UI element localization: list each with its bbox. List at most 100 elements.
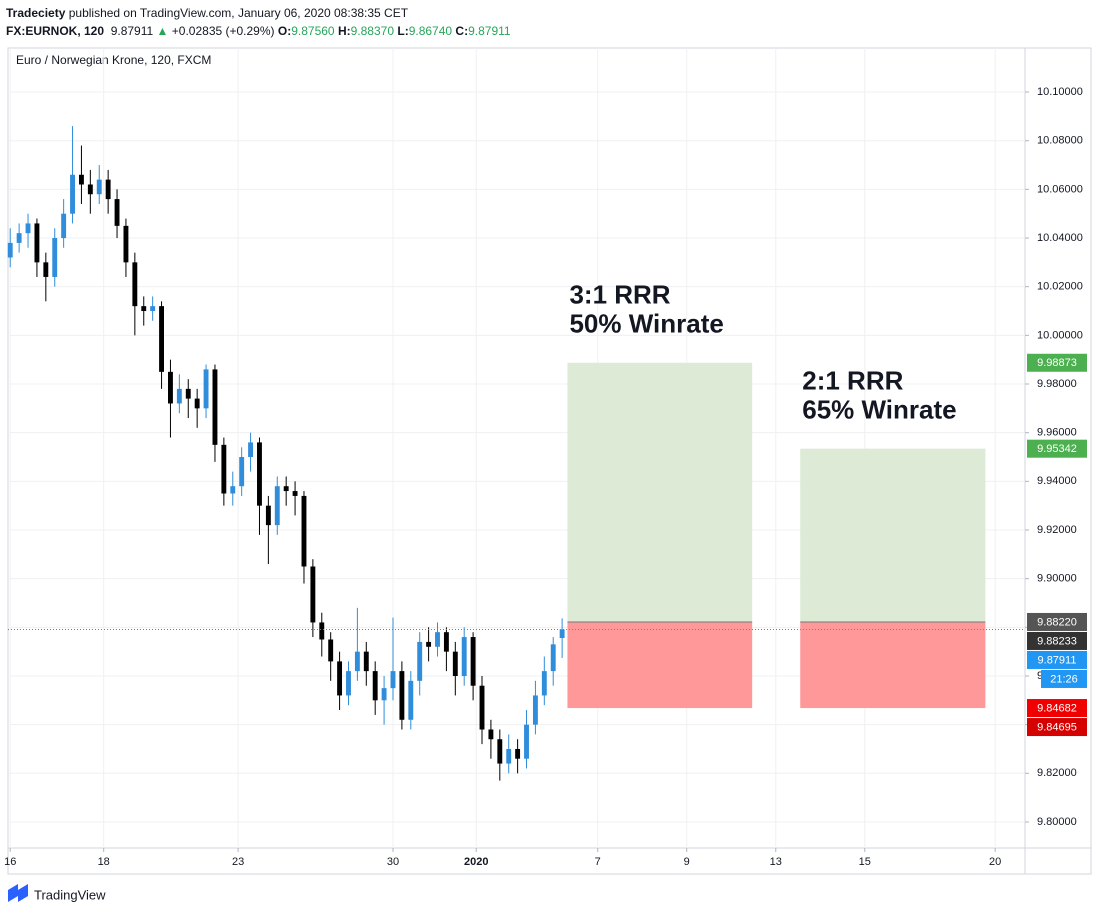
candle-body [497, 739, 503, 764]
candles [7, 126, 565, 781]
last: 9.87911 [110, 24, 154, 38]
y-tick-label: 9.84000 [1037, 719, 1077, 731]
price-badge-label: 9.95342 [1037, 443, 1077, 455]
candle-body [381, 688, 387, 701]
target-zone [567, 362, 753, 622]
candle-body [70, 174, 75, 214]
x-tick-label: 23 [232, 856, 244, 868]
price-badge-label: 9.98873 [1037, 357, 1077, 369]
y-tick-label: 9.80000 [1037, 816, 1077, 828]
price-badge-label: 9.87911 [1038, 654, 1077, 666]
candle-body [559, 629, 565, 639]
o-label: O: [277, 24, 292, 38]
candle-body [319, 622, 325, 640]
candle-body [212, 369, 218, 445]
price-badge-label: 9.88220 [1037, 616, 1077, 628]
c: 9.87911 [468, 24, 511, 38]
annotation: 50% Winrate [569, 309, 723, 339]
c-label: C: [455, 24, 469, 38]
price-badge-label: 9.88233 [1037, 635, 1077, 647]
change: +0.02835 (+0.29%) [171, 24, 275, 38]
candle-body [185, 388, 191, 399]
publish-line: Tradeciety published on TradingView.com,… [6, 4, 511, 22]
x-tick-label: 30 [387, 856, 399, 868]
candle-body [301, 495, 307, 567]
price-badge [1027, 353, 1087, 372]
l: 9.86740 [408, 24, 453, 38]
candle-body [96, 179, 102, 195]
candle-body [274, 486, 280, 526]
candle-body [16, 233, 22, 243]
candle-body [168, 371, 173, 404]
y-tick-label: 10.10000 [1037, 86, 1083, 98]
candle-body [159, 306, 164, 372]
candle-body [221, 444, 227, 494]
y-tick-label: 10.08000 [1037, 135, 1083, 147]
quote-line: FX:EURNOK, 120 9.87911 ▲ +0.02835 (+0.29… [6, 22, 511, 40]
y-tick-label: 10.06000 [1037, 183, 1083, 195]
h: 9.88370 [350, 24, 395, 38]
candle-body [141, 306, 147, 312]
logo-icon [8, 884, 28, 902]
price-badge-label: 9.84695 [1037, 721, 1077, 733]
x-tick-label: 15 [859, 856, 871, 868]
candle-body [61, 213, 67, 239]
candle-body [176, 388, 182, 404]
candle-body [479, 685, 485, 730]
candle-body [524, 724, 529, 759]
candle-body [265, 505, 271, 526]
o: 9.87560 [291, 24, 335, 38]
y-tick-label: 9.92000 [1037, 524, 1077, 536]
y-tick-label: 9.86000 [1037, 670, 1077, 682]
x-tick-label: 13 [770, 856, 782, 868]
candle-body [105, 179, 111, 200]
y-tick-label: 9.98000 [1037, 378, 1077, 390]
candle-body [408, 680, 414, 720]
publisher: Tradeciety [6, 6, 66, 20]
candle-body [150, 306, 156, 312]
candle-body [203, 369, 209, 409]
symbol: FX:EURNOK, 120 [6, 24, 105, 38]
price-badge [1027, 650, 1087, 669]
candle-body [248, 442, 254, 458]
candle-body [417, 641, 423, 681]
annotation: 2:1 RRR [802, 366, 903, 396]
candle-body [194, 398, 200, 409]
header: Tradeciety published on TradingView.com,… [6, 4, 511, 40]
candle-body [354, 651, 360, 672]
candle-body [257, 442, 262, 506]
candle-body [461, 637, 467, 676]
candle-body [52, 238, 58, 277]
price-badge [1027, 699, 1087, 718]
candle-body [310, 566, 316, 623]
candle-body [34, 223, 40, 263]
x-tick-label: 20 [989, 856, 1001, 868]
annotation: 65% Winrate [802, 395, 956, 425]
candle-body [532, 695, 538, 725]
candle-body [443, 632, 449, 652]
x-tick-label: 2020 [464, 856, 488, 868]
candle-body [292, 491, 298, 496]
candle-body [25, 223, 31, 234]
l-label: L: [397, 24, 409, 38]
annotation: 3:1 RRR [569, 280, 670, 310]
logo-text: TradingView [34, 887, 106, 902]
candle-body [515, 748, 521, 759]
arrow: ▲ [156, 24, 169, 38]
candle-body [506, 748, 512, 764]
candle-body [123, 225, 129, 263]
y-tick-label: 10.00000 [1037, 329, 1083, 341]
candle-body [426, 641, 432, 647]
y-tick-label: 10.02000 [1037, 281, 1083, 293]
frame [7, 47, 1092, 875]
price-badge [1027, 631, 1087, 650]
y-tick-label: 10.04000 [1037, 232, 1083, 244]
logo: TradingView [8, 884, 106, 902]
x-tick-label: 7 [595, 856, 601, 868]
candle-body [328, 639, 334, 662]
candle-body [435, 632, 440, 647]
candle-body [399, 671, 405, 720]
y-tick-label: 9.90000 [1037, 573, 1077, 585]
